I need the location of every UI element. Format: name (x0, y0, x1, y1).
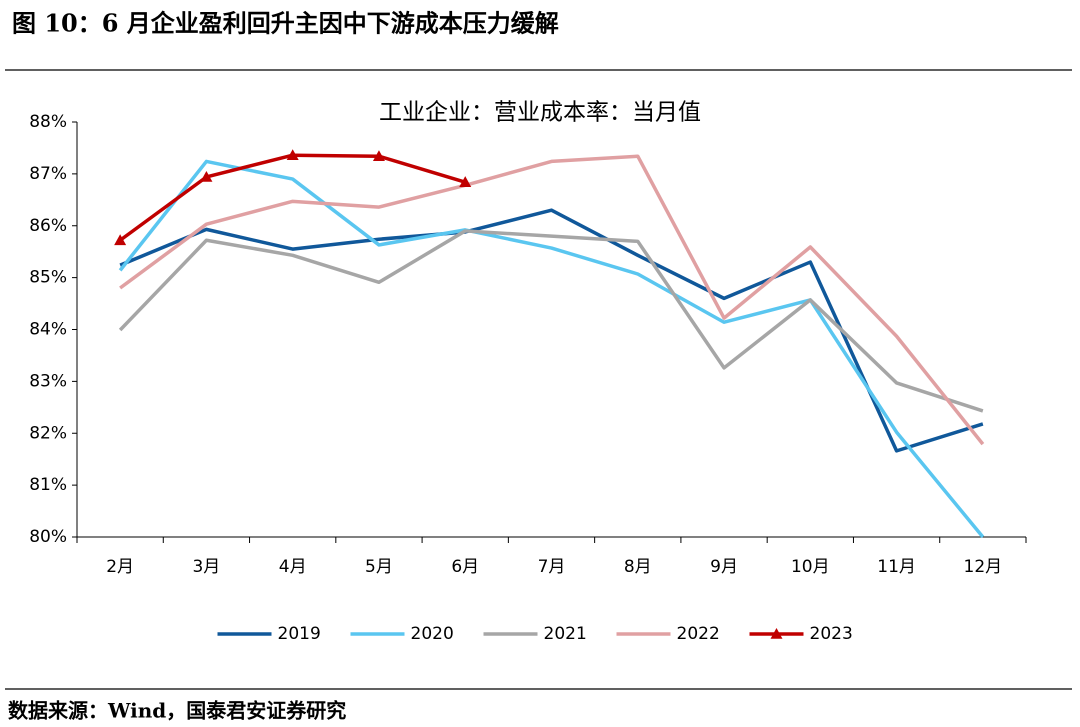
x-tick-label: 9月 (710, 557, 738, 577)
source-note: 数据来源：Wind，国泰君安证券研究 (8, 699, 346, 723)
x-tick-label: 11月 (877, 557, 916, 577)
x-tick-label: 8月 (624, 557, 652, 577)
series-marker (200, 170, 213, 182)
y-tick-label: 83% (29, 371, 67, 391)
y-tick-label: 80% (29, 527, 67, 547)
legend-marker (770, 628, 783, 639)
series-marker (459, 176, 472, 187)
x-tick-label: 2月 (106, 557, 134, 577)
series-line (119, 154, 985, 446)
y-tick-label: 87% (29, 164, 67, 184)
legend-label: 2022 (677, 624, 720, 644)
series-marker (286, 149, 299, 160)
x-tick-label: 3月 (192, 557, 220, 577)
series-marker (114, 234, 127, 246)
series-line (118, 159, 985, 539)
legend-label: 2021 (544, 624, 587, 644)
x-tick-label: 5月 (365, 557, 393, 577)
y-tick-label: 86% (29, 216, 67, 236)
y-tick-label: 82% (29, 423, 67, 443)
y-tick-label: 81% (29, 475, 67, 495)
x-tick-label: 4月 (279, 557, 307, 577)
chart-title: 工业企业：营业成本率：当月值 (379, 100, 701, 126)
x-tick-label: 7月 (538, 557, 566, 577)
figure-title: 图 10：6 月企业盈利回升主因中下游成本压力缓解 (12, 9, 559, 38)
series-line (119, 208, 984, 453)
x-tick-label: 6月 (451, 557, 479, 577)
legend-label: 2023 (810, 624, 853, 644)
series-marker (372, 150, 385, 162)
y-tick-label: 84% (29, 320, 67, 340)
legend-label: 2020 (411, 624, 454, 644)
series-line (118, 229, 984, 413)
y-tick-label: 88% (29, 112, 67, 132)
x-tick-label: 10月 (791, 557, 830, 577)
legend-label: 2019 (278, 624, 321, 644)
y-tick-label: 85% (29, 268, 67, 288)
x-tick-label: 12月 (964, 557, 1003, 577)
